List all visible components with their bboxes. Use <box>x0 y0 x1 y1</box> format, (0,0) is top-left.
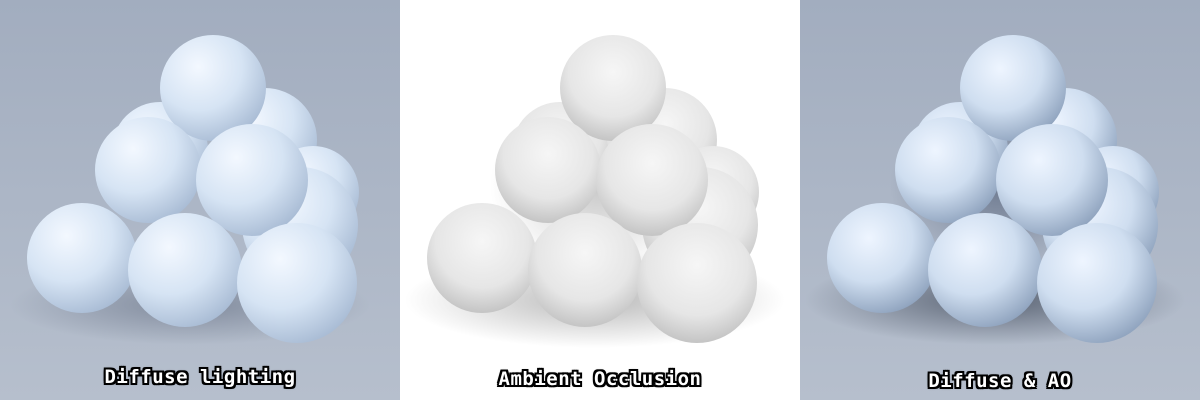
sphere <box>237 223 357 343</box>
sphere <box>928 213 1042 327</box>
sphere <box>827 203 937 313</box>
caption-diffuse-lighting: Diffuse lighting <box>104 366 296 388</box>
sphere <box>596 124 708 236</box>
sphere <box>895 117 1001 223</box>
panel-diffuse-and-ao: Diffuse & AO <box>800 0 1200 400</box>
sphere <box>637 223 757 343</box>
sphere <box>996 124 1108 236</box>
sphere <box>95 117 201 223</box>
caption-diffuse-and-ao: Diffuse & AO <box>928 370 1072 392</box>
diffuse-ao-render <box>800 0 1200 400</box>
caption-ambient-occlusion: Ambient Occlusion <box>498 368 702 390</box>
sphere <box>495 117 601 223</box>
ambient-occlusion-render <box>400 0 800 400</box>
sphere <box>427 203 537 313</box>
sphere <box>27 203 137 313</box>
sphere <box>128 213 242 327</box>
sphere <box>160 35 266 141</box>
panel-diffuse-lighting: Diffuse lighting <box>0 0 400 400</box>
panel-ambient-occlusion: Ambient Occlusion <box>400 0 800 400</box>
sphere <box>196 124 308 236</box>
sphere <box>1037 223 1157 343</box>
sphere <box>528 213 642 327</box>
diffuse-render <box>0 0 400 400</box>
sphere <box>560 35 666 141</box>
sphere <box>960 35 1066 141</box>
